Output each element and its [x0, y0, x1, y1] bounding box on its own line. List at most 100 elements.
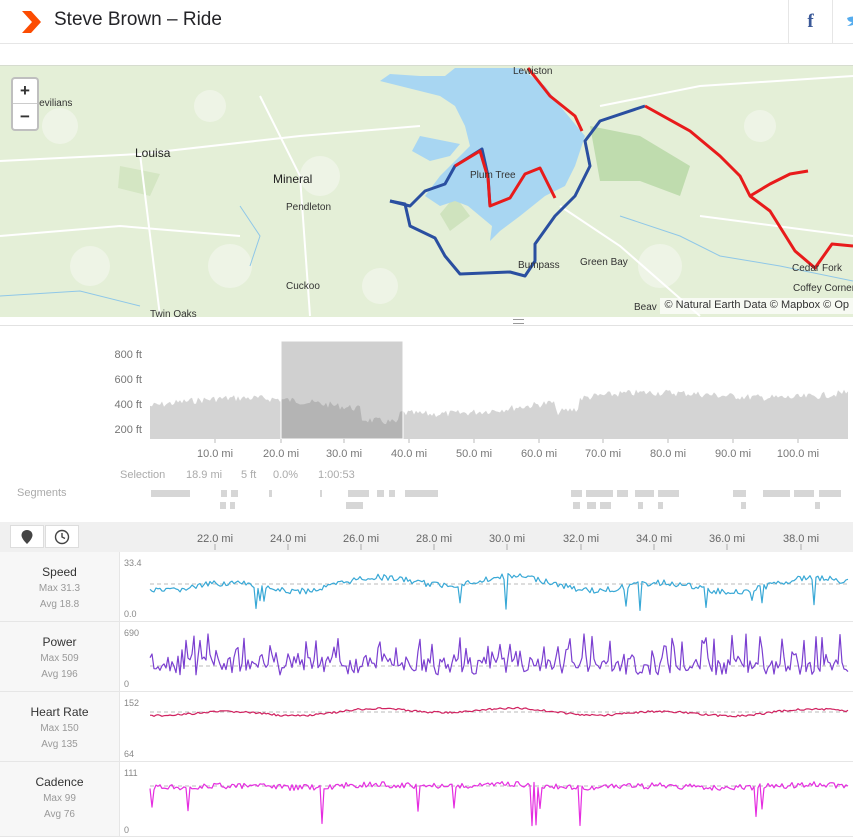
- elevation-y-tick: 800 ft: [114, 349, 142, 361]
- distance-mode-button[interactable]: [10, 525, 44, 548]
- route-map[interactable]: Lewiston Louisa Mineral Pendleton Plum T…: [0, 65, 853, 317]
- map-resize-handle[interactable]: [0, 317, 853, 326]
- selection-grade: 0.0%: [273, 469, 299, 481]
- map-label-mineral: Mineral: [273, 172, 313, 186]
- speed-max: Max 31.3: [38, 583, 81, 594]
- stream-x-tick: 22.0 mi: [197, 533, 233, 545]
- speed-row[interactable]: Speed Max 31.3 Avg 18.8 33.4 0.0: [0, 552, 853, 622]
- stream-line: [149, 633, 849, 676]
- stream-x-tick: 26.0 mi: [343, 533, 379, 545]
- stream-x-tick: 30.0 mi: [489, 533, 525, 545]
- segment-bar: [617, 490, 628, 497]
- segment-bar: [587, 502, 596, 509]
- stream-line: [149, 573, 849, 611]
- cadence-stats: Cadence Max 99 Avg 76: [0, 762, 120, 836]
- segment-bar: [230, 502, 235, 509]
- segment-bar: [600, 502, 611, 509]
- zoom-out-button[interactable]: −: [20, 106, 30, 126]
- row-min-tick: 64: [124, 749, 134, 759]
- map-label-coffey-corner: Coffey Corner: [793, 283, 853, 294]
- segment-bar: [794, 490, 814, 497]
- segment-bar: [638, 502, 643, 509]
- segment-bar: [348, 490, 369, 497]
- row-max-tick: 152: [124, 698, 139, 708]
- segments-label: Segments: [17, 487, 67, 499]
- stream-toolbar: [0, 522, 853, 552]
- segment-bar: [763, 490, 790, 497]
- cadence-chart[interactable]: 111 0: [120, 762, 853, 837]
- segment-bar: [405, 490, 438, 497]
- segment-bar: [231, 490, 238, 497]
- power-max: Max 509: [40, 653, 79, 664]
- stream-charts[interactable]: Speed Max 31.3 Avg 18.8 33.4 0.0 Power Ma…: [0, 552, 853, 837]
- segment-bar: [741, 502, 746, 509]
- elevation-x-tick: 80.0 mi: [650, 448, 686, 460]
- elevation-x-tick: 30.0 mi: [326, 448, 362, 460]
- segment-bar: [269, 490, 272, 497]
- elevation-y-tick: 600 ft: [114, 374, 142, 386]
- power-chart[interactable]: 690 0: [120, 622, 853, 692]
- map-attribution[interactable]: © Natural Earth Data © Mapbox © Op: [660, 298, 853, 314]
- elevation-x-tick: 90.0 mi: [715, 448, 751, 460]
- map-label-cedar-fork: Cedar Fork: [792, 263, 843, 274]
- page-header: Steve Brown – Ride f: [0, 0, 853, 44]
- map-label-green-bay: Green Bay: [580, 257, 628, 268]
- elevation-x-tick: 10.0 mi: [197, 448, 233, 460]
- elevation-y-tick: 400 ft: [114, 399, 142, 411]
- map-label-bumpass: Bumpass: [518, 260, 560, 271]
- segment-bar: [733, 490, 746, 497]
- heart-rate-chart[interactable]: 152 64: [120, 692, 853, 762]
- elevation-area: [150, 389, 848, 439]
- elevation-x-tick: 20.0 mi: [263, 448, 299, 460]
- map-label-beav: Beav: [634, 302, 657, 313]
- elevation-chart[interactable]: 800 ft 600 ft 400 ft 200 ft 10.0 mi 20.0 mi 30…: [0, 326, 853, 466]
- facebook-share-button[interactable]: f: [788, 0, 832, 44]
- segment-bar: [221, 490, 227, 497]
- elevation-profile[interactable]: 800 ft 600 ft 400 ft 200 ft 10.0 mi 20.0 mi 30…: [0, 326, 853, 522]
- selection-label: Selection: [120, 469, 166, 481]
- stream-x-tick: 28.0 mi: [416, 533, 452, 545]
- zoom-control: + −: [11, 77, 39, 131]
- speed-chart[interactable]: 33.4 0.0: [120, 552, 853, 622]
- heart-rate-avg: Avg 135: [41, 739, 78, 750]
- row-max-tick: 111: [124, 768, 138, 778]
- map-pin-icon: [21, 529, 33, 544]
- twitter-share-button[interactable]: [832, 0, 853, 44]
- selection-range[interactable]: [280, 340, 404, 440]
- cadence-row[interactable]: Cadence Max 99 Avg 76 111 0: [0, 762, 853, 837]
- activity-title: Steve Brown – Ride: [54, 9, 222, 30]
- segment-bar: [346, 502, 363, 509]
- stream-line: [149, 706, 849, 718]
- map-canvas[interactable]: [0, 66, 853, 317]
- stream-x-tick: 32.0 mi: [563, 533, 599, 545]
- segment-bar: [320, 490, 322, 497]
- segment-bar: [151, 490, 190, 497]
- power-stats: Power Max 509 Avg 196: [0, 622, 120, 691]
- segment-bar: [658, 490, 679, 497]
- zoom-in-button[interactable]: +: [13, 79, 37, 104]
- heart-rate-row[interactable]: Heart Rate Max 150 Avg 135 152 64: [0, 692, 853, 762]
- segment-bar: [377, 490, 384, 497]
- row-max-tick: 690: [124, 628, 139, 638]
- facebook-icon: f: [807, 11, 814, 32]
- elevation-y-tick: 200 ft: [114, 424, 142, 436]
- segments-track[interactable]: [0, 488, 853, 518]
- elevation-x-tick: 100.0 mi: [777, 448, 819, 460]
- segment-bar: [635, 490, 654, 497]
- strava-chevron-icon[interactable]: [22, 11, 42, 33]
- map-label-trevilians: Trevilians: [30, 98, 73, 109]
- power-row[interactable]: Power Max 509 Avg 196 690 0: [0, 622, 853, 692]
- elevation-x-tick: 50.0 mi: [456, 448, 492, 460]
- heart-rate-max: Max 150: [40, 723, 79, 734]
- power-label: Power: [42, 635, 77, 649]
- segment-bar: [658, 502, 663, 509]
- map-label-louisa: Louisa: [135, 146, 171, 160]
- twitter-icon: [847, 16, 853, 26]
- segment-bar: [815, 502, 820, 509]
- map-label-lewiston: Lewiston: [513, 66, 553, 77]
- stream-x-axis: 22.0 mi 24.0 mi 26.0 mi 28.0 mi 30.0 mi 32.0 …: [197, 533, 819, 550]
- time-mode-button[interactable]: [45, 525, 79, 548]
- elevation-x-tick: 60.0 mi: [521, 448, 557, 460]
- heart-rate-stats: Heart Rate Max 150 Avg 135: [0, 692, 120, 761]
